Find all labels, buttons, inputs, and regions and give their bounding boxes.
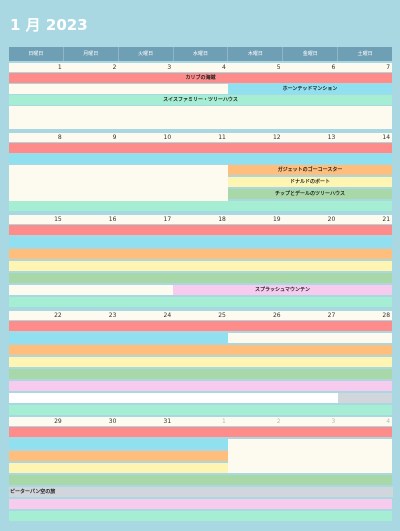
event-bar[interactable]: ドナルドのボート bbox=[228, 177, 392, 187]
day-cell[interactable]: 6 bbox=[282, 63, 338, 72]
event-bar[interactable] bbox=[9, 321, 392, 331]
event-bar[interactable] bbox=[9, 439, 228, 449]
event-bar[interactable]: チップとデールのツリーハウス bbox=[228, 189, 392, 199]
day-numbers-1: 1 2 3 4 5 6 7 bbox=[9, 63, 393, 72]
event-bar[interactable]: スイスファミリー・ツリーハウス bbox=[9, 95, 392, 105]
event-bar[interactable]: カリブの海賊 bbox=[9, 73, 392, 83]
empty-cell bbox=[9, 106, 392, 129]
day-cell[interactable]: 31 bbox=[118, 417, 174, 426]
week-row-1: 1 2 3 4 5 6 7 カリブの海賊 ホーンテッドマンション スイスファミリ… bbox=[9, 63, 393, 129]
day-cell[interactable]: 11 bbox=[173, 133, 228, 142]
day-cell[interactable]: 2 bbox=[63, 63, 119, 72]
day-numbers-3: 15 16 17 18 19 20 21 bbox=[9, 215, 393, 224]
day-cell[interactable]: 7 bbox=[337, 63, 393, 72]
event-bar[interactable]: スプラッシュマウンテン bbox=[173, 285, 392, 295]
day-cell[interactable]: 3 bbox=[118, 63, 174, 72]
day-cell[interactable]: 13 bbox=[282, 133, 338, 142]
weekday-sat: 土曜日 bbox=[337, 47, 392, 61]
event-bar[interactable] bbox=[9, 249, 392, 259]
event-bar[interactable]: ピーターパン空の旅 bbox=[9, 487, 393, 497]
day-cell[interactable]: 19 bbox=[227, 215, 283, 224]
empty-cell bbox=[9, 285, 173, 295]
event-bar[interactable] bbox=[9, 511, 392, 521]
event-bar[interactable] bbox=[9, 405, 392, 415]
day-cell[interactable]: 14 bbox=[337, 133, 393, 142]
weekday-sun: 日曜日 bbox=[28, 51, 44, 57]
day-numbers-4: 22 23 24 25 26 27 28 bbox=[9, 311, 393, 320]
event-bar[interactable] bbox=[9, 225, 392, 235]
event-bar[interactable] bbox=[338, 393, 392, 403]
month-calendar: 日曜日 月曜日 火曜日 水曜日 木曜日 金曜日 土曜日 1 2 3 4 5 6 … bbox=[9, 47, 393, 526]
empty-cell bbox=[9, 393, 338, 403]
page-title: 1 月 2023 bbox=[10, 16, 88, 34]
day-cell[interactable]: 9 bbox=[63, 133, 119, 142]
event-bar[interactable]: ホーンテッドマンション bbox=[228, 84, 392, 94]
day-cell-next-month[interactable]: 3 bbox=[282, 417, 338, 426]
day-cell[interactable]: 22 bbox=[9, 311, 64, 320]
weekday-thu: 木曜日 bbox=[227, 47, 282, 61]
day-cell[interactable]: 24 bbox=[118, 311, 174, 320]
day-cell[interactable]: 29 bbox=[9, 417, 64, 426]
day-cell-next-month[interactable]: 1 bbox=[173, 417, 228, 426]
day-cell[interactable]: 5 bbox=[227, 63, 283, 72]
event-bar[interactable] bbox=[9, 345, 392, 355]
day-cell[interactable]: 4 bbox=[173, 63, 228, 72]
event-bar[interactable] bbox=[9, 427, 392, 437]
day-cell[interactable]: 20 bbox=[282, 215, 338, 224]
event-bar[interactable] bbox=[9, 237, 392, 247]
day-cell[interactable]: 25 bbox=[173, 311, 228, 320]
day-cell[interactable]: 28 bbox=[337, 311, 393, 320]
event-bar[interactable]: ガジェットのゴーコースター bbox=[228, 165, 392, 175]
week-row-4: 22 23 24 25 26 27 28 bbox=[9, 311, 393, 417]
day-cell[interactable]: 27 bbox=[282, 311, 338, 320]
weekday-wed: 水曜日 bbox=[172, 47, 228, 61]
week-row-3: 15 16 17 18 19 20 21 スプラッシュマウンテン bbox=[9, 215, 393, 311]
day-cell[interactable]: 16 bbox=[63, 215, 119, 224]
event-bar[interactable] bbox=[9, 201, 392, 211]
event-bar[interactable] bbox=[9, 273, 392, 283]
day-cell-next-month[interactable]: 4 bbox=[337, 417, 393, 426]
event-bar[interactable] bbox=[9, 475, 392, 485]
event-bar[interactable] bbox=[9, 451, 228, 461]
day-numbers-2: 8 9 10 11 12 13 14 bbox=[9, 133, 393, 142]
day-cell[interactable]: 23 bbox=[63, 311, 119, 320]
empty-cell bbox=[9, 84, 228, 94]
event-bar[interactable] bbox=[9, 154, 392, 164]
event-bar[interactable] bbox=[9, 297, 392, 307]
event-bar[interactable] bbox=[9, 333, 228, 343]
empty-cell bbox=[228, 439, 392, 463]
day-cell[interactable]: 18 bbox=[173, 215, 228, 224]
day-cell[interactable]: 12 bbox=[227, 133, 283, 142]
day-cell[interactable]: 17 bbox=[118, 215, 174, 224]
weekday-mon: 月曜日 bbox=[62, 47, 118, 61]
empty-cell bbox=[228, 463, 392, 473]
week-row-5: 29 30 31 1 2 3 4 ピーターパン空の旅 bbox=[9, 417, 393, 526]
day-cell[interactable]: 1 bbox=[9, 63, 64, 72]
event-bar[interactable] bbox=[9, 261, 392, 271]
day-cell[interactable]: 10 bbox=[118, 133, 174, 142]
day-cell[interactable]: 15 bbox=[9, 215, 64, 224]
event-bar[interactable] bbox=[9, 357, 392, 367]
empty-cell bbox=[9, 165, 228, 201]
day-cell-next-month[interactable]: 2 bbox=[227, 417, 283, 426]
day-cell[interactable]: 8 bbox=[9, 133, 64, 142]
weekday-fri: 金曜日 bbox=[282, 47, 337, 61]
weekday-tue: 火曜日 bbox=[117, 47, 173, 61]
event-bar[interactable] bbox=[9, 143, 392, 153]
day-cell[interactable]: 30 bbox=[63, 417, 119, 426]
event-bar[interactable] bbox=[9, 381, 392, 391]
weekday-header: 日曜日 月曜日 火曜日 水曜日 木曜日 金曜日 土曜日 bbox=[9, 47, 392, 61]
week-row-2: 8 9 10 11 12 13 14 ガジェットのゴーコースター ドナルドのボー… bbox=[9, 133, 393, 215]
event-bar[interactable] bbox=[9, 369, 392, 379]
empty-cell bbox=[228, 333, 392, 343]
event-bar[interactable] bbox=[9, 463, 228, 473]
event-bar[interactable] bbox=[9, 499, 392, 509]
day-numbers-5: 29 30 31 1 2 3 4 bbox=[9, 417, 393, 426]
day-cell[interactable]: 26 bbox=[227, 311, 283, 320]
day-cell[interactable]: 21 bbox=[337, 215, 393, 224]
